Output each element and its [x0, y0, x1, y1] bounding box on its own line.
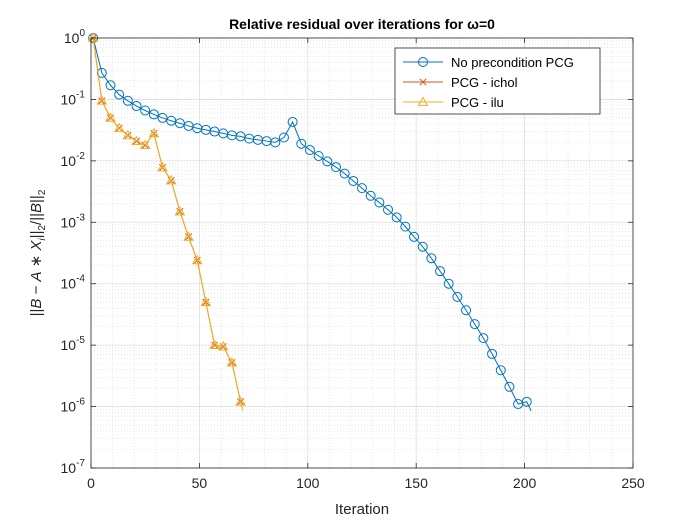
legend-label: No precondition PCG	[451, 55, 574, 70]
data-point	[96, 67, 107, 78]
data-point	[113, 122, 125, 133]
y-tick-label: 10-6	[61, 397, 86, 415]
data-point	[426, 253, 437, 264]
y-tick-label: 10-1	[61, 89, 86, 107]
data-point	[139, 139, 151, 150]
data-point	[383, 204, 394, 215]
y-tick-label: 10-2	[61, 151, 86, 169]
data-point	[339, 168, 350, 179]
data-point	[452, 291, 463, 302]
data-point	[140, 105, 151, 116]
data-point	[504, 381, 515, 392]
data-point	[461, 305, 472, 316]
legend-box	[394, 47, 601, 115]
data-point	[122, 95, 133, 106]
series-1	[88, 33, 532, 412]
data-point	[148, 109, 159, 120]
data-point	[443, 278, 454, 289]
data-point	[348, 175, 359, 186]
data-point	[131, 101, 142, 112]
axes-box	[90, 37, 634, 469]
data-point	[365, 190, 376, 201]
y-tick-label: 10-4	[61, 274, 86, 292]
data-point	[174, 205, 186, 216]
legend: No precondition PCG PCG - ichol PCG - ilu	[394, 47, 601, 115]
data-point	[209, 339, 220, 350]
y-axis-label: ||B − A ∗ Xi||2/||B||2	[28, 189, 48, 316]
x-tick-label: 50	[192, 475, 208, 491]
x-tick-label: 150	[405, 475, 429, 491]
data-point	[114, 89, 125, 100]
data-point	[391, 212, 402, 223]
data-point	[330, 162, 341, 173]
data-point	[357, 183, 367, 194]
x-tick-label: 200	[513, 475, 537, 491]
series-line	[92, 37, 244, 412]
legend-label: PCG - ilu	[451, 95, 504, 110]
data-point	[278, 132, 289, 143]
data-point	[217, 341, 229, 351]
data-point	[469, 319, 480, 330]
legend-marker	[417, 96, 429, 106]
data-point	[521, 396, 532, 407]
data-point	[157, 161, 168, 172]
data-point	[200, 296, 212, 307]
legend-label: PCG - ichol	[451, 75, 518, 90]
data-point	[105, 80, 116, 91]
data-point	[487, 348, 498, 359]
data-point	[105, 112, 116, 122]
data-point	[131, 135, 142, 145]
legend-marker	[418, 57, 428, 67]
data-point	[400, 221, 411, 232]
data-point	[96, 95, 108, 105]
data-point	[296, 138, 307, 149]
data-point	[191, 254, 203, 265]
y-tick-label: 100	[64, 28, 86, 46]
legend-marker	[419, 78, 427, 86]
data-point	[122, 129, 134, 140]
data-point	[478, 333, 489, 344]
data-point	[374, 197, 385, 208]
data-point	[322, 156, 333, 167]
legend-item-3: PCG - ilu	[403, 95, 504, 110]
x-axis-label: Iteration	[335, 501, 389, 518]
data-point	[304, 145, 315, 156]
data-point	[165, 174, 177, 185]
data-point	[270, 137, 281, 148]
x-tick-label: 100	[296, 475, 320, 491]
legend-item-2: PCG - ichol	[403, 75, 518, 90]
data-point	[409, 231, 420, 242]
x-tick-label: 0	[87, 475, 95, 491]
data-point	[226, 357, 238, 367]
y-tick-label: 10-3	[61, 212, 86, 230]
data-point	[235, 396, 246, 406]
data-point	[148, 127, 160, 138]
data-point	[287, 116, 298, 127]
chart-title: Relative residual over iterations for ω=…	[229, 16, 495, 32]
data-point	[157, 112, 168, 123]
data-point	[183, 231, 194, 241]
data-point	[417, 241, 428, 252]
legend-item-1: No precondition PCG	[403, 55, 574, 70]
x-tick-label: 250	[621, 475, 645, 491]
data-point	[495, 365, 506, 376]
series-3	[87, 32, 246, 412]
y-tick-label: 10-7	[61, 458, 86, 476]
y-tick-label: 10-5	[61, 335, 86, 353]
y-axis-label-text: ||B − A ∗ Xi||2/||B||2	[28, 189, 48, 316]
data-point	[313, 150, 324, 161]
data-point	[87, 32, 99, 42]
data-point	[435, 266, 446, 277]
